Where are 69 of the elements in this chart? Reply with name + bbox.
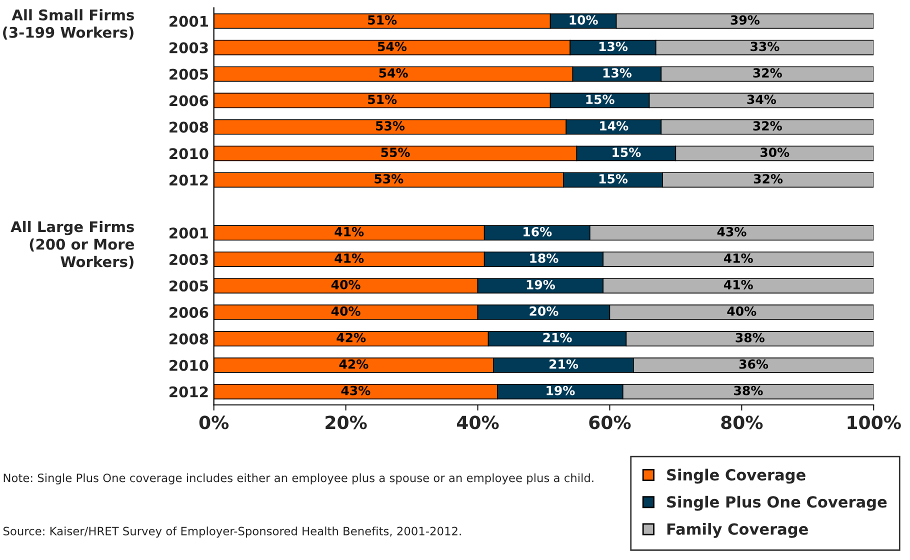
data-label: 18% bbox=[530, 253, 558, 263]
data-label: 51% bbox=[368, 94, 397, 104]
data-label: 15% bbox=[586, 94, 614, 104]
y-tick-label: 2008 bbox=[170, 333, 208, 344]
legend-label: Single Coverage bbox=[667, 468, 806, 484]
data-label: 34% bbox=[747, 94, 776, 104]
data-label: 14% bbox=[600, 121, 628, 131]
y-tick-label: 2005 bbox=[170, 280, 208, 292]
data-label: 43% bbox=[341, 386, 370, 396]
data-label: 19% bbox=[546, 386, 575, 396]
data-label: 55% bbox=[381, 148, 410, 158]
data-label: 41% bbox=[724, 280, 753, 290]
data-label: 54% bbox=[378, 42, 407, 52]
legend-label: Family Coverage bbox=[667, 522, 808, 538]
x-tick-label: 40% bbox=[456, 416, 499, 430]
x-tick-label: 80% bbox=[721, 416, 763, 430]
text: All Large Firms (200 or More Workers) bbox=[10, 220, 134, 269]
data-label: 32% bbox=[753, 121, 782, 131]
y-tick-label: 2010 bbox=[170, 360, 208, 371]
data-label: 40% bbox=[331, 306, 360, 316]
y-tick-label: 2008 bbox=[170, 122, 208, 133]
x-tick-label: 60% bbox=[589, 416, 631, 430]
y-tick-label: 2003 bbox=[170, 254, 208, 266]
x-tick-label: 0% bbox=[199, 416, 229, 430]
y-tick-label: 2003 bbox=[170, 42, 208, 54]
data-label: 38% bbox=[736, 332, 764, 342]
y-tick-label: 2001 bbox=[170, 16, 208, 27]
x-tick-label: 100% bbox=[848, 416, 901, 430]
data-label: 39% bbox=[730, 15, 760, 25]
text: All Small Firms (3-199 Workers) bbox=[3, 9, 134, 40]
y-tick-label: 2012 bbox=[170, 174, 208, 186]
data-label: 53% bbox=[374, 174, 404, 184]
data-label: 21% bbox=[550, 359, 578, 369]
data-label: 38% bbox=[734, 386, 763, 396]
y-tick-label: 2006 bbox=[170, 95, 208, 106]
data-label: 40% bbox=[727, 306, 756, 316]
data-label: 19% bbox=[526, 280, 555, 290]
data-label: 54% bbox=[379, 68, 408, 78]
data-label: 53% bbox=[376, 121, 405, 131]
data-label: 32% bbox=[753, 68, 782, 78]
data-label: 51% bbox=[368, 15, 397, 25]
y-tick-label: 2006 bbox=[170, 306, 208, 318]
data-label: 42% bbox=[339, 359, 368, 369]
data-label: 20% bbox=[530, 306, 558, 316]
data-label: 36% bbox=[739, 359, 768, 369]
data-label: 13% bbox=[603, 68, 632, 78]
data-label: 33% bbox=[750, 42, 780, 52]
y-tick-label: 2005 bbox=[170, 68, 208, 80]
data-label: 43% bbox=[717, 227, 746, 236]
data-label: 40% bbox=[331, 280, 360, 290]
y-tick-label: 2010 bbox=[170, 148, 208, 160]
text: Note: Single Plus One coverage includes either an employee plus a spouse or an employee plus a child. bbox=[4, 473, 594, 484]
data-label: 13% bbox=[599, 42, 628, 52]
source-note: Source: Kaiser/HRET Survey of Employer-Sponsored Health Benefits, 2001-2012. bbox=[3, 526, 461, 538]
data-label: 15% bbox=[612, 148, 641, 158]
data-label: 41% bbox=[334, 253, 364, 263]
data-label: 41% bbox=[724, 253, 753, 263]
data-label: 16% bbox=[524, 227, 552, 236]
data-label: 42% bbox=[336, 332, 366, 342]
data-label: 21% bbox=[543, 332, 572, 342]
data-label: 41% bbox=[334, 227, 364, 236]
legend-label: Single Plus One Coverage bbox=[667, 496, 887, 511]
data-label: 15% bbox=[599, 174, 628, 184]
data-label: 10% bbox=[570, 15, 598, 25]
data-label: 32% bbox=[754, 174, 783, 184]
data-label: 30% bbox=[760, 148, 790, 158]
y-tick-label: 2001 bbox=[170, 228, 208, 239]
x-tick-label: 20% bbox=[326, 416, 367, 430]
y-tick-label: 2012 bbox=[170, 386, 208, 398]
